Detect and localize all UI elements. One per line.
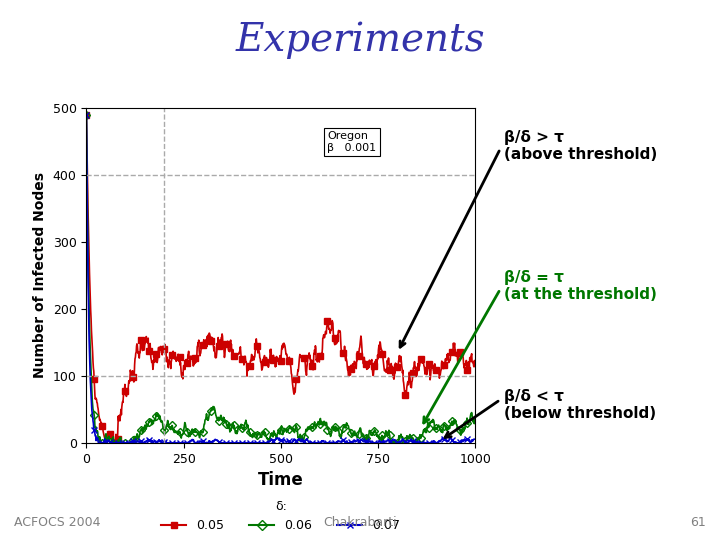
Text: β/δ < τ
(below threshold): β/δ < τ (below threshold) — [504, 389, 656, 421]
Text: β/δ > τ
(above threshold): β/δ > τ (above threshold) — [504, 130, 657, 162]
Text: ACFOCS 2004: ACFOCS 2004 — [14, 516, 101, 529]
Text: Experiments: Experiments — [235, 22, 485, 59]
X-axis label: Time: Time — [258, 471, 304, 489]
Y-axis label: Number of Infected Nodes: Number of Infected Nodes — [33, 172, 47, 379]
Text: Oregon
β   0.001: Oregon β 0.001 — [328, 131, 377, 153]
Text: β/δ = τ
(at the threshold): β/δ = τ (at the threshold) — [504, 270, 657, 302]
Text: 61: 61 — [690, 516, 706, 529]
Legend: 0.05, 0.06, 0.07: 0.05, 0.06, 0.07 — [156, 495, 405, 537]
Text: Chakrabarti: Chakrabarti — [323, 516, 397, 529]
